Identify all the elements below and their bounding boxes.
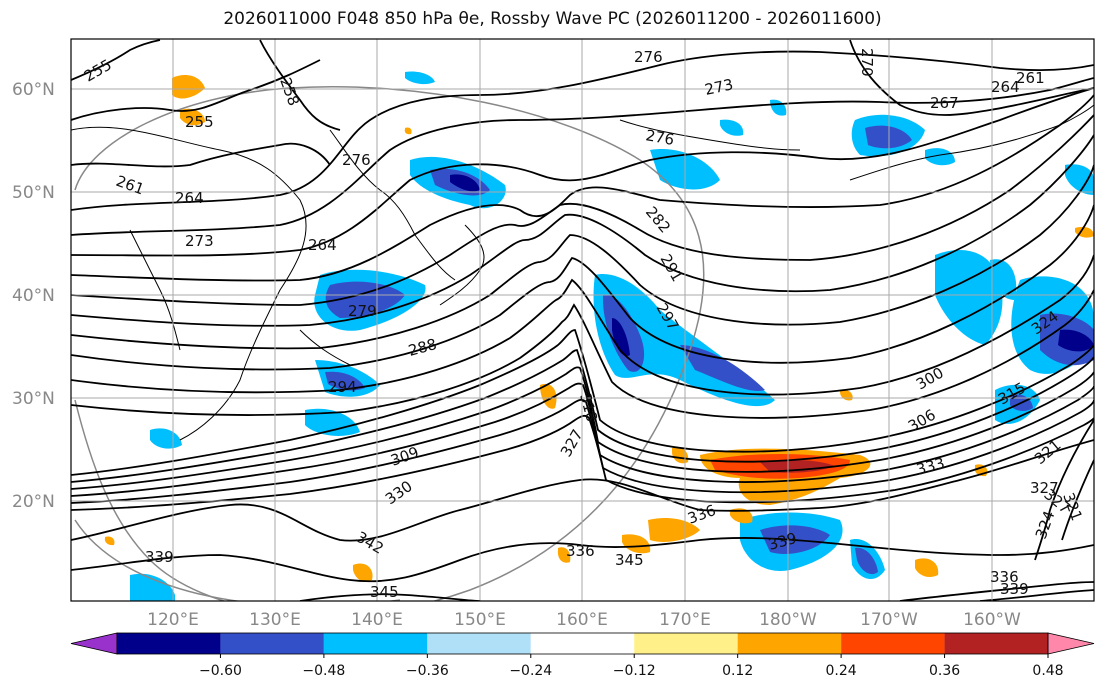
lon-label: 120°E — [147, 610, 199, 630]
contour-label: 264 — [308, 236, 337, 254]
colorbar-segment — [737, 633, 842, 654]
contour-label: 345 — [370, 583, 399, 601]
colorbar-segment — [117, 633, 221, 654]
map-title: 2026011000 F048 850 hPa θe, Rossby Wave … — [223, 9, 882, 29]
contour-label: 345 — [615, 551, 644, 569]
contour-label: 339 — [145, 548, 174, 566]
colorbar-tick-label: −0.60 — [199, 663, 242, 679]
colorbar-extend-low — [70, 632, 118, 655]
contour-label: 261 — [1016, 69, 1045, 87]
colorbar-segment — [841, 633, 945, 654]
colorbar: −0.60 −0.48 −0.36 −0.24 −0.12 0.12 0.24 0.36 0.4… — [70, 632, 1095, 679]
colorbar-tick-label: 0.48 — [1032, 663, 1063, 679]
lon-label: 150°E — [454, 610, 506, 630]
lat-label: 60°N — [12, 80, 55, 100]
contour-label: 273 — [703, 75, 735, 99]
contour-label: 264 — [991, 78, 1020, 96]
latitude-labels: 60°N 50°N 40°N 30°N 20°N — [12, 80, 55, 512]
lon-label: 160°E — [556, 610, 608, 630]
lat-label: 30°N — [12, 389, 55, 409]
lon-label: 170°W — [860, 610, 918, 630]
lon-label: 140°E — [351, 610, 403, 630]
graticule — [71, 39, 1094, 601]
contour-label: 294 — [328, 378, 357, 396]
colorbar-tick-label: −0.24 — [509, 663, 552, 679]
colorbar-tick-label: −0.36 — [406, 663, 449, 679]
colorbar-segment — [530, 633, 635, 654]
map-frame — [70, 38, 1095, 602]
contour-label: 273 — [185, 232, 214, 250]
contour-label: 276 — [342, 151, 371, 169]
positive-anomaly-shading — [104, 75, 1094, 582]
contour-label: 327 — [1030, 479, 1059, 497]
lat-label: 40°N — [12, 286, 55, 306]
longitude-labels: 120°E 130°E 140°E 150°E 160°E 170°E 180°… — [147, 610, 1021, 630]
colorbar-tick-label: −0.48 — [302, 663, 345, 679]
colorbar-segment — [634, 633, 738, 654]
lon-label: 160°W — [963, 610, 1021, 630]
colorbar-tick-label: 0.36 — [929, 663, 960, 679]
contour-label: 279 — [348, 302, 377, 320]
contour-label: 270 — [858, 48, 876, 77]
lon-label: 170°E — [659, 610, 711, 630]
colorbar-tick-label: 0.12 — [722, 663, 753, 679]
colorbar-extend-high — [1047, 632, 1095, 655]
contour-label: 255 — [185, 113, 214, 131]
lat-label: 20°N — [12, 492, 55, 512]
colorbar-tick-label: 0.24 — [826, 663, 857, 679]
colorbar-segment — [220, 633, 324, 654]
contour-label: 276 — [644, 126, 675, 149]
contour-label: 276 — [634, 48, 663, 66]
contour-label: 339 — [1000, 580, 1029, 598]
colorbar-tick-label: −0.12 — [613, 663, 656, 679]
colorbar-segment — [944, 633, 1048, 654]
colorbar-frame — [116, 632, 1049, 655]
lat-label: 50°N — [12, 183, 55, 203]
theta-e-contours — [71, 39, 1094, 601]
lon-label: 180°W — [759, 610, 817, 630]
contour-label: 336 — [990, 568, 1019, 586]
contour-label: 336 — [566, 542, 595, 560]
colorbar-segment — [323, 633, 428, 654]
colorbar-segment — [427, 633, 531, 654]
contour-label: 267 — [930, 94, 959, 112]
contour-label: 264 — [175, 189, 204, 207]
lon-label: 130°E — [249, 610, 301, 630]
